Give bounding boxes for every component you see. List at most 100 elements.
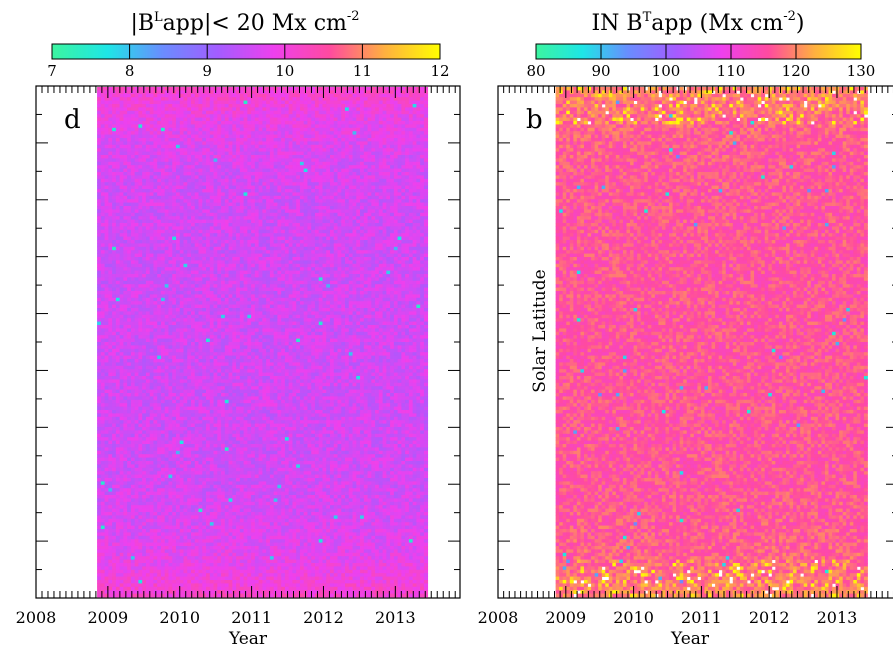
heatmap-cell [390, 110, 395, 115]
heatmap-cell [138, 165, 143, 169]
heatmap-cell [224, 107, 229, 112]
panel-d-colorbar-tick-label: 7 [47, 62, 57, 80]
heatmap-cell [322, 87, 327, 91]
heatmap-cell [123, 277, 128, 282]
heatmap-cell [228, 114, 233, 118]
heatmap-cell [262, 138, 267, 142]
heatmap-cell [371, 199, 376, 203]
heatmap-cell [277, 219, 282, 224]
heatmap-cell [115, 263, 121, 268]
heatmap-cell [386, 90, 391, 95]
heatmap-cell [288, 182, 293, 186]
heatmap-cell [371, 114, 376, 118]
heatmap-cell [194, 114, 199, 118]
heatmap-cell [247, 151, 252, 156]
heatmap-cell [412, 158, 417, 163]
heatmap-cell [183, 158, 188, 163]
heatmap-cell [299, 250, 305, 254]
heatmap-cell [157, 155, 162, 159]
heatmap-cell [145, 151, 151, 156]
heatmap-cell [311, 168, 316, 173]
heatmap-cell [341, 240, 346, 244]
heatmap-cell [217, 267, 222, 271]
heatmap-cell [341, 260, 346, 265]
heatmap-cell [375, 144, 380, 149]
heatmap-cell [134, 90, 139, 95]
heatmap-cell [277, 161, 282, 166]
heatmap-cell [243, 104, 248, 108]
heatmap-cell [134, 104, 139, 108]
heatmap-cell [382, 104, 387, 108]
heatmap-cell [375, 189, 380, 193]
heatmap-cell [134, 121, 139, 125]
heatmap-cell [224, 182, 229, 186]
heatmap-cell [213, 243, 218, 248]
heatmap-cell [352, 117, 357, 122]
heatmap-cell [266, 274, 271, 278]
heatmap-cell [356, 206, 361, 210]
heatmap-cell [397, 124, 402, 129]
heatmap-cell [127, 219, 132, 224]
heatmap-cell [254, 219, 260, 224]
heatmap-cell [318, 168, 323, 173]
heatmap-cell [97, 90, 102, 95]
heatmap-cell [198, 141, 203, 146]
heatmap-cell [341, 202, 346, 207]
heatmap-cell [273, 260, 278, 265]
heatmap-cell [127, 277, 132, 282]
heatmap-cell [390, 117, 395, 122]
heatmap-cell [345, 138, 350, 142]
heatmap-cell [104, 182, 109, 186]
heatmap-cell [378, 161, 383, 166]
heatmap-cell [228, 236, 233, 241]
heatmap-cell [284, 100, 290, 105]
heatmap-cell [401, 93, 406, 98]
heatmap-cell [333, 104, 338, 108]
heatmap-cell [266, 223, 271, 227]
heatmap-cell [97, 267, 102, 271]
heatmap-cell [130, 219, 136, 224]
heatmap-cell [221, 270, 226, 275]
heatmap-cell [191, 243, 196, 248]
heatmap-cell [254, 267, 260, 271]
heatmap-cell [232, 155, 237, 159]
heatmap-cell [408, 148, 414, 152]
heatmap-cell [386, 267, 391, 271]
heatmap-cell [360, 144, 365, 149]
heatmap-cell [149, 223, 154, 227]
heatmap-cell [333, 253, 338, 258]
heatmap-cell [311, 199, 316, 203]
heatmap-cell [224, 263, 229, 268]
heatmap-cell [100, 267, 105, 271]
heatmap-cell [375, 104, 380, 108]
heatmap-cell [213, 165, 218, 169]
heatmap-cell [367, 185, 372, 190]
heatmap-cell [367, 233, 372, 237]
heatmap-cell [247, 124, 252, 129]
heatmap-cell [104, 263, 109, 268]
heatmap-cell [390, 93, 395, 98]
heatmap-cell [420, 253, 425, 258]
heatmap-cell [299, 182, 305, 186]
heatmap-cell [153, 182, 158, 186]
heatmap-cell [175, 158, 181, 163]
heatmap-cell [262, 165, 267, 169]
heatmap-cell [112, 243, 117, 248]
heatmap-cell [213, 121, 218, 125]
heatmap-cell [390, 97, 395, 101]
heatmap-cell [179, 202, 184, 207]
heatmap-cell [269, 175, 275, 180]
heatmap-cell [258, 189, 263, 193]
heatmap-cell [299, 131, 305, 135]
heatmap-cell [273, 257, 278, 261]
heatmap-cell [168, 175, 173, 180]
heatmap-cell [345, 236, 350, 241]
heatmap-cell [378, 178, 383, 183]
heatmap-cell [123, 172, 128, 176]
heatmap-cell [288, 151, 293, 156]
heatmap-cell [172, 172, 177, 176]
heatmap-cell [352, 257, 357, 261]
heatmap-cell [367, 229, 372, 234]
heatmap-cell [236, 148, 241, 152]
heatmap-cell [269, 277, 275, 282]
